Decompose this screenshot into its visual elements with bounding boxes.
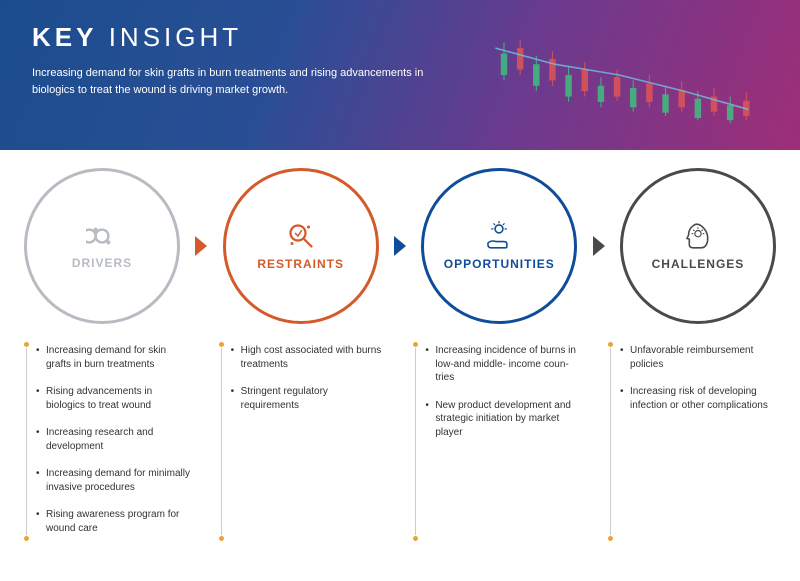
hand-bulb-icon xyxy=(483,221,515,251)
category-circle-opportunities: OPPORTUNITIES xyxy=(421,168,577,324)
bullet-item: High cost associated with burns treatmen… xyxy=(229,344,387,371)
bullet-list: Unfavorable reimburse­ment policies Incre… xyxy=(618,344,776,412)
bullet-item: Increasing demand for minimally invasive… xyxy=(34,467,192,494)
bracket-decor xyxy=(413,344,419,539)
bullet-list: Increasing incidence of burns in low-and… xyxy=(423,344,581,439)
bullet-item: Rising advancements in biologics to trea… xyxy=(34,385,192,412)
bracket-decor xyxy=(608,344,614,539)
bracket-decor xyxy=(24,344,30,539)
bullet-column-drivers: Increasing demand for skin grafts in bur… xyxy=(24,344,192,549)
bullet-item: Increasing risk of devel­oping infection… xyxy=(618,385,776,412)
bracket-decor xyxy=(219,344,225,539)
bullet-item: Rising awareness pro­gram for wound care xyxy=(34,508,192,535)
category-label: RESTRAINTS xyxy=(257,257,344,271)
category-circle-drivers: DRIVERS xyxy=(24,168,180,324)
lists-row: Increasing demand for skin grafts in bur… xyxy=(18,344,782,549)
category-label: CHALLENGES xyxy=(652,257,745,271)
bullet-item: Increasing incidence of burns in low-and… xyxy=(423,344,581,385)
main-body: DRIVERS RESTRAINTS OPPORTUNITIES CHALLENGES… xyxy=(0,150,800,549)
bullet-item: Unfavorable reimburse­ment policies xyxy=(618,344,776,371)
bullet-column-challenges: Unfavorable reimburse­ment policies Incre… xyxy=(608,344,776,549)
bullet-item: Increasing demand for skin grafts in bur… xyxy=(34,344,192,371)
link-icon xyxy=(86,222,118,250)
bullet-column-restraints: High cost associated with burns treatmen… xyxy=(219,344,387,549)
header-banner: KEY INSIGHT Increasing demand for skin g… xyxy=(0,0,800,150)
bullet-item: Stringent regulatory requirements xyxy=(229,385,387,412)
category-label: OPPORTUNITIES xyxy=(444,257,555,271)
connector-arrow xyxy=(593,236,605,256)
page-subtitle: Increasing demand for skin grafts in bur… xyxy=(32,65,432,98)
category-label: DRIVERS xyxy=(72,256,132,270)
bullet-item: Increasing research and development xyxy=(34,426,192,453)
candlestick-chart-decor xyxy=(490,10,770,140)
bullet-item: New product develop­ment and strategic i… xyxy=(423,399,581,440)
head-bulb-icon xyxy=(682,221,714,251)
bullet-list: Increasing demand for skin grafts in bur… xyxy=(34,344,192,535)
bullet-column-opportunities: Increasing incidence of burns in low-and… xyxy=(413,344,581,549)
magnify-icon xyxy=(286,221,316,251)
category-circle-restraints: RESTRAINTS xyxy=(223,168,379,324)
bullet-list: High cost associated with burns treatmen… xyxy=(229,344,387,412)
circles-row: DRIVERS RESTRAINTS OPPORTUNITIES CHALLENGES xyxy=(18,168,782,324)
connector-arrow xyxy=(195,236,207,256)
connector-arrow xyxy=(394,236,406,256)
category-circle-challenges: CHALLENGES xyxy=(620,168,776,324)
